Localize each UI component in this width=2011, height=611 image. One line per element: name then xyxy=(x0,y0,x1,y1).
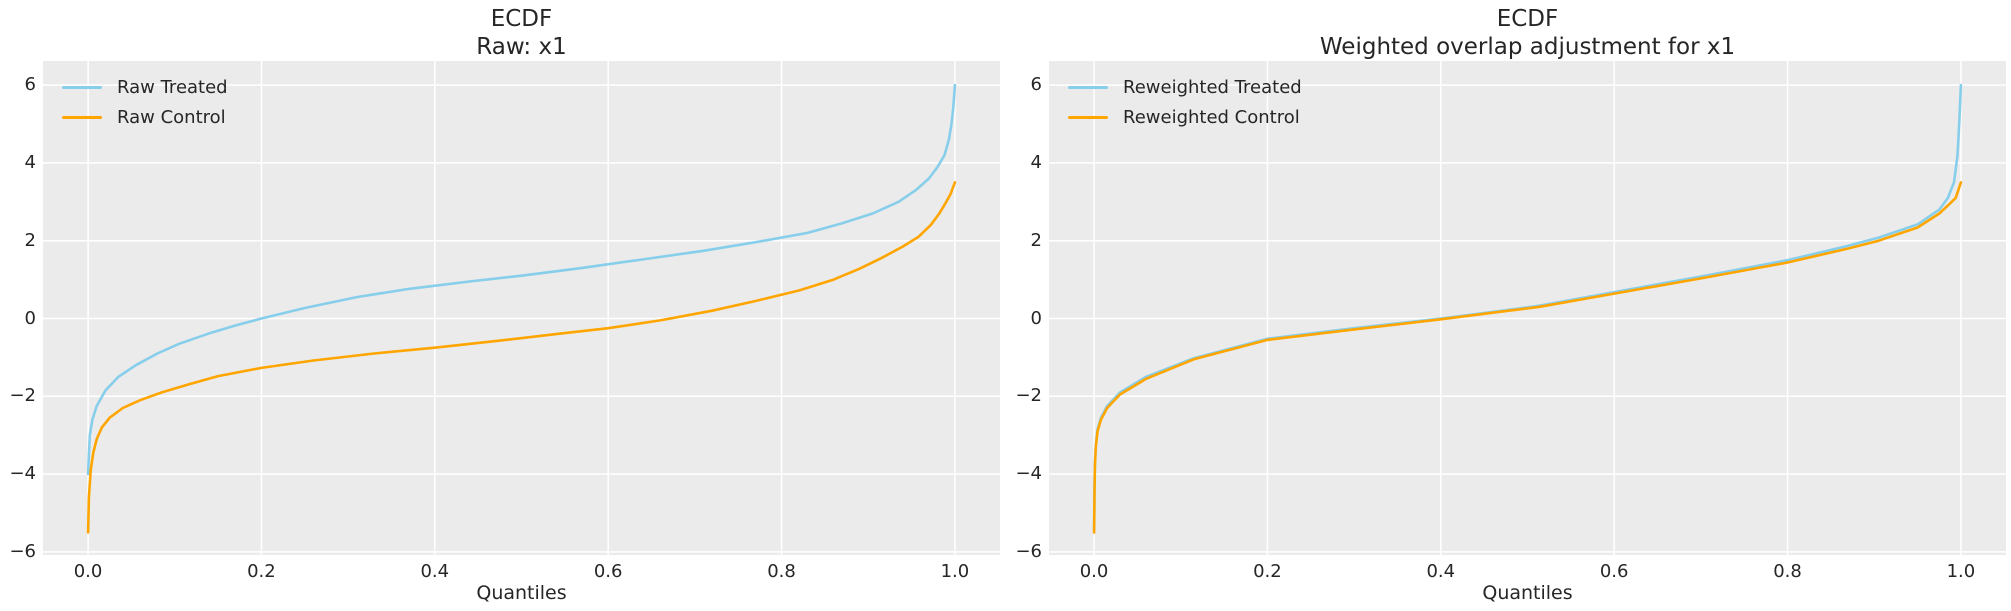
x-axis-label-weighted: Quantiles xyxy=(1482,582,1573,604)
legend-item-raw-treated: Raw Treated xyxy=(62,72,228,102)
y-tick-label: 2 xyxy=(1030,229,1042,251)
y-tick-label: −4 xyxy=(9,463,36,485)
x-tick-label: 0.6 xyxy=(593,561,623,582)
y-tick-label: −4 xyxy=(1015,463,1042,485)
plot-weighted-title: ECDF Weighted overlap adjustment for x1 xyxy=(1049,5,2006,61)
y-tick-label: −2 xyxy=(1015,385,1042,407)
y-tick-label: 0 xyxy=(24,307,36,329)
axes-raw xyxy=(43,61,1000,555)
reweighted-control-line-sample xyxy=(1068,115,1108,119)
x-tick-label: 1.0 xyxy=(1946,561,1976,582)
y-tick-label: −6 xyxy=(9,540,36,562)
plot-weighted-title-line2: Weighted overlap adjustment for x1 xyxy=(1319,34,1736,60)
raw-treated-line-sample xyxy=(62,85,102,89)
raw-control-line-sample xyxy=(62,115,102,119)
x-axis-label-raw: Quantiles xyxy=(476,582,567,604)
y-tick-label: 2 xyxy=(24,229,36,251)
series-line-raw-control xyxy=(86,181,957,534)
series-line-raw-treated xyxy=(86,83,957,476)
series-line-reweighted-control xyxy=(1092,181,1963,534)
legend-weighted: Reweighted Treated Reweighted Control xyxy=(1068,72,1302,132)
y-tick-label: −6 xyxy=(1015,540,1042,562)
x-tick-label: 0.2 xyxy=(1253,561,1282,582)
plot-weighted-title-line1: ECDF xyxy=(1496,6,1559,32)
reweighted-treated-label: Reweighted Treated xyxy=(1123,76,1302,98)
raw-treated-label: Raw Treated xyxy=(117,76,228,98)
reweighted-treated-line-sample xyxy=(1068,85,1108,89)
y-tick-label: 0 xyxy=(1030,307,1042,329)
plot-weighted: ECDF Weighted overlap adjustment for x1 … xyxy=(1006,0,2011,611)
axes-weighted xyxy=(1049,61,2006,555)
legend-item-reweighted-treated: Reweighted Treated xyxy=(1068,72,1302,102)
plot-raw: ECDF Raw: x1 Raw Treated Raw Control Qua… xyxy=(0,0,1005,611)
legend-item-raw-control: Raw Control xyxy=(62,102,228,132)
reweighted-control-label: Reweighted Control xyxy=(1123,106,1300,128)
x-tick-label: 0.0 xyxy=(73,561,103,582)
y-tick-label: 6 xyxy=(1030,74,1042,96)
x-tick-label: 0.0 xyxy=(1079,561,1109,582)
x-tick-label: 0.2 xyxy=(247,561,276,582)
x-tick-label: 0.8 xyxy=(1773,561,1802,582)
y-tick-label: 6 xyxy=(24,74,36,96)
x-tick-label: 0.4 xyxy=(1426,561,1456,582)
y-tick-label: 4 xyxy=(24,151,36,173)
y-tick-label: 4 xyxy=(1030,151,1042,173)
x-tick-label: 1.0 xyxy=(940,561,970,582)
y-tick-label: −2 xyxy=(9,385,36,407)
plot-raw-title-line2: Raw: x1 xyxy=(476,34,567,60)
x-tick-label: 0.4 xyxy=(420,561,450,582)
legend-raw: Raw Treated Raw Control xyxy=(62,72,228,132)
x-tick-label: 0.8 xyxy=(767,561,796,582)
legend-item-reweighted-control: Reweighted Control xyxy=(1068,102,1302,132)
plot-raw-title: ECDF Raw: x1 xyxy=(43,5,1000,61)
raw-control-label: Raw Control xyxy=(117,106,226,128)
x-tick-label: 0.6 xyxy=(1599,561,1629,582)
plot-raw-title-line1: ECDF xyxy=(490,6,553,32)
